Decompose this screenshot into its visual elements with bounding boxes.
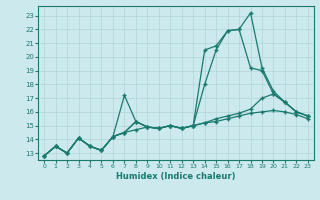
X-axis label: Humidex (Indice chaleur): Humidex (Indice chaleur) (116, 172, 236, 181)
